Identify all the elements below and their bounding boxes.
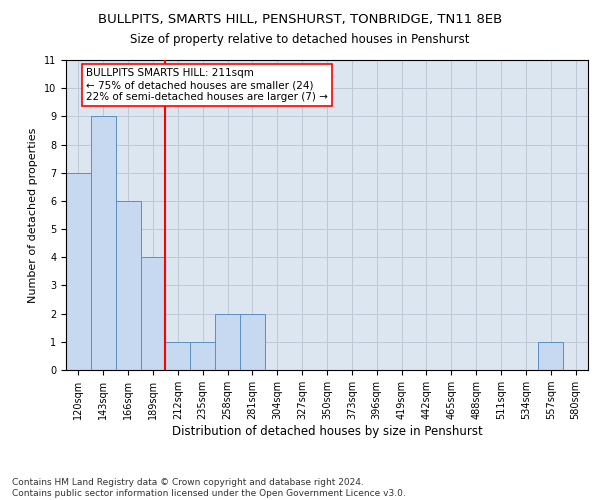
Text: BULLPITS SMARTS HILL: 211sqm
← 75% of detached houses are smaller (24)
22% of se: BULLPITS SMARTS HILL: 211sqm ← 75% of de… bbox=[86, 68, 328, 102]
Bar bbox=[140, 258, 166, 370]
Bar bbox=[190, 342, 215, 370]
Bar bbox=[538, 342, 563, 370]
Text: BULLPITS, SMARTS HILL, PENSHURST, TONBRIDGE, TN11 8EB: BULLPITS, SMARTS HILL, PENSHURST, TONBRI… bbox=[98, 12, 502, 26]
Bar bbox=[116, 201, 140, 370]
Bar bbox=[240, 314, 265, 370]
Text: Size of property relative to detached houses in Penshurst: Size of property relative to detached ho… bbox=[130, 32, 470, 46]
Bar bbox=[166, 342, 190, 370]
X-axis label: Distribution of detached houses by size in Penshurst: Distribution of detached houses by size … bbox=[172, 425, 482, 438]
Bar bbox=[91, 116, 116, 370]
Y-axis label: Number of detached properties: Number of detached properties bbox=[28, 128, 38, 302]
Bar bbox=[215, 314, 240, 370]
Text: Contains HM Land Registry data © Crown copyright and database right 2024.
Contai: Contains HM Land Registry data © Crown c… bbox=[12, 478, 406, 498]
Bar bbox=[66, 172, 91, 370]
